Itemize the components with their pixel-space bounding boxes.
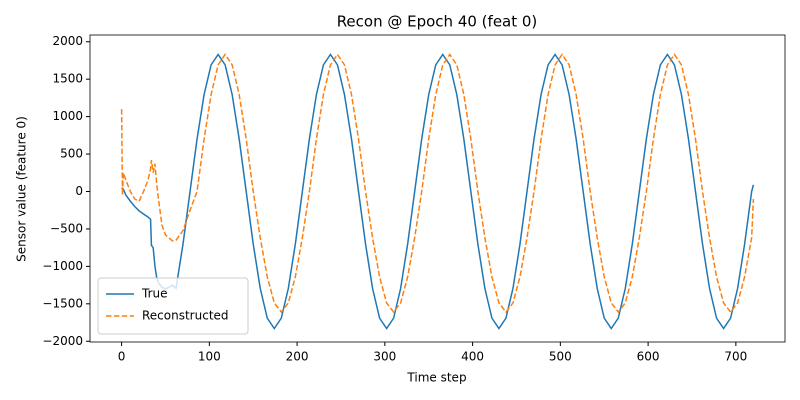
- y-tick-label: −2000: [42, 334, 83, 348]
- x-tick-label: 600: [637, 350, 660, 364]
- y-tick-label: 1000: [52, 109, 83, 123]
- x-tick-label: 200: [286, 350, 309, 364]
- y-tick-label: 2000: [52, 34, 83, 48]
- y-axis-label: Sensor value (feature 0): [15, 116, 29, 262]
- y-tick-label: 1500: [52, 72, 83, 86]
- x-axis-label: Time step: [406, 371, 466, 385]
- x-tick-label: 100: [198, 350, 221, 364]
- y-tick-label: −1000: [42, 259, 83, 273]
- y-tick-label: −500: [50, 221, 83, 235]
- y-tick-label: 500: [60, 147, 83, 161]
- y-tick-label: −1500: [42, 296, 83, 310]
- x-tick-label: 0: [118, 350, 126, 364]
- x-tick-label: 500: [549, 350, 572, 364]
- chart-title: Recon @ Epoch 40 (feat 0): [337, 13, 538, 31]
- x-tick-label: 400: [461, 350, 484, 364]
- legend: True Reconstructed: [97, 277, 249, 335]
- x-tick-label: 300: [373, 350, 396, 364]
- legend-label: True: [141, 287, 168, 301]
- plot-frame: [89, 34, 786, 343]
- legend-box: [97, 277, 249, 335]
- x-tick-label: 700: [724, 350, 747, 364]
- y-tick-label: 0: [75, 184, 83, 198]
- series-line: [120, 53, 755, 314]
- legend-label: Reconstructed: [142, 309, 229, 323]
